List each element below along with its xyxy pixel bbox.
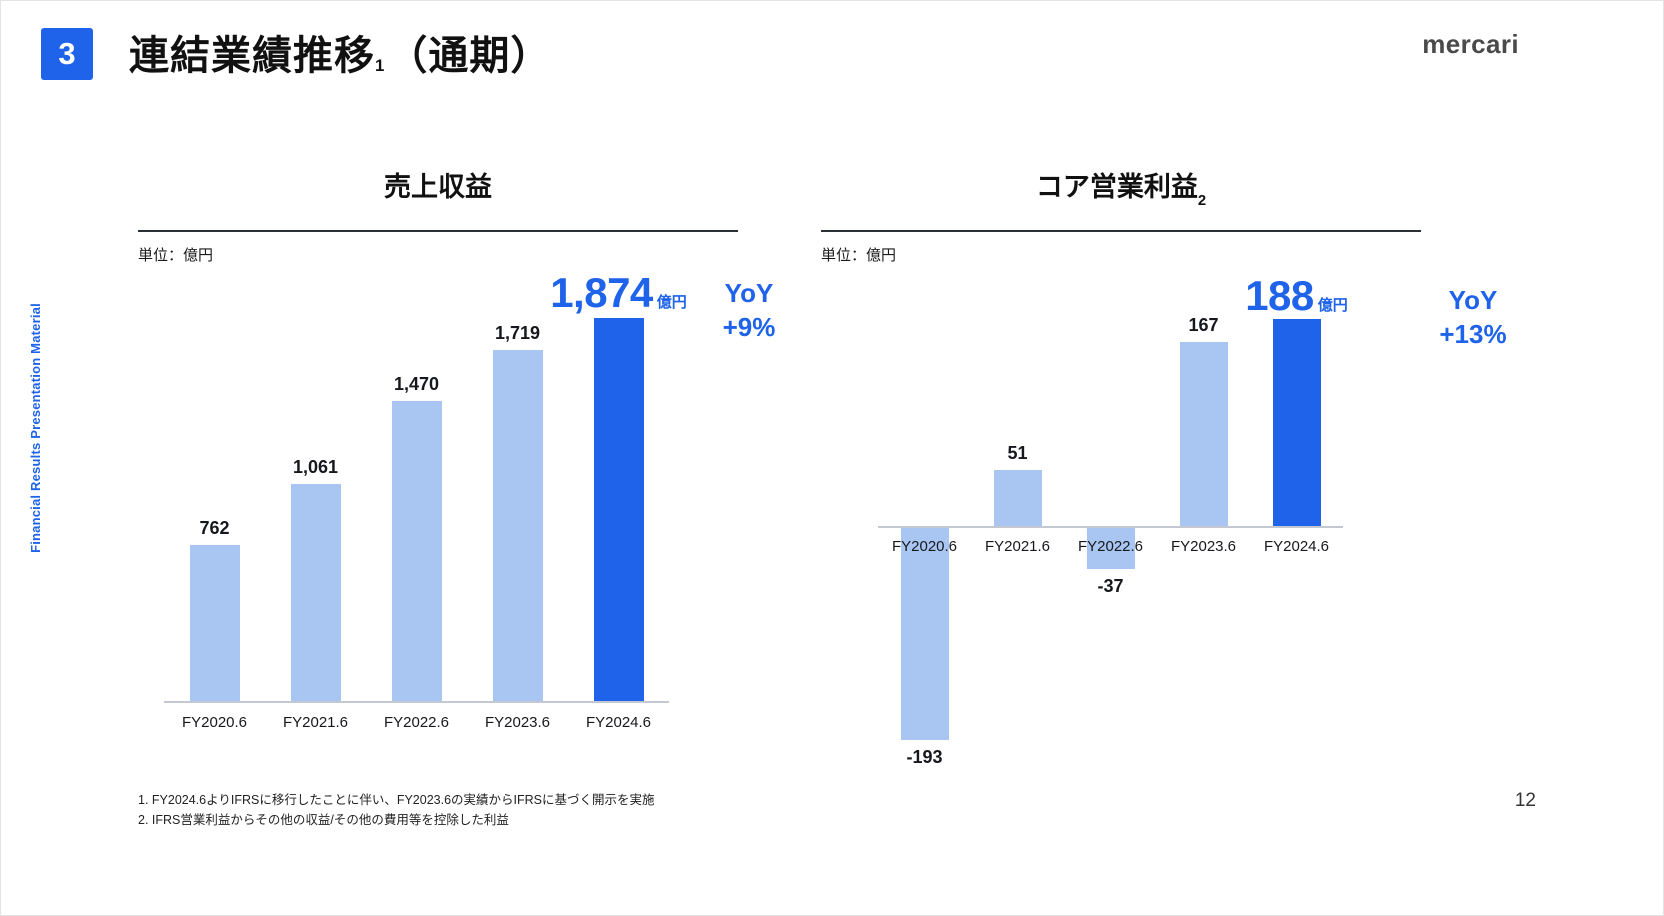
bar [900, 528, 949, 741]
revenue-yoy-label: YoY [724, 278, 774, 308]
core-profit-yoy-badge: YoY +13% [1413, 284, 1533, 352]
revenue-chart-title: 売上収益 [138, 171, 738, 208]
footnotes: 1. FY2024.6よりIFRSに移行したことに伴い、FY2023.6の実績か… [138, 790, 655, 830]
core-profit-chart-title: コア営業利益2 [821, 171, 1421, 210]
bar [1179, 342, 1228, 527]
x-axis-label: FY2022.6 [383, 714, 450, 732]
revenue-yoy-badge: YoY +9% [689, 277, 809, 345]
bar [1272, 319, 1321, 527]
bar [492, 350, 543, 702]
slide-title-footnote-ref: 1 [375, 56, 386, 75]
x-axis-label: FY2024.6 [585, 714, 652, 732]
bar [189, 545, 240, 702]
bar [391, 401, 442, 702]
unit-suffix: 億円 [1317, 297, 1348, 315]
side-vertical-label: Financial Results Presentation Material [28, 303, 43, 553]
bar [993, 470, 1042, 527]
unit-suffix: 億円 [656, 294, 687, 312]
x-axis-label: FY2022.6 [1077, 538, 1144, 556]
slide-title: 連結業績推移1（通期） [129, 23, 551, 81]
bar [1086, 528, 1135, 570]
slide-title-suffix: （通期） [387, 34, 552, 78]
bar-value-label: 1,470 [393, 374, 440, 395]
bar-value-label: 1,874 億円 [550, 269, 687, 317]
core-profit-chart-title-text: コア営業利益 [1035, 172, 1198, 202]
x-axis-label: FY2021.6 [282, 714, 349, 732]
core-profit-chart-title-sub: 2 [1197, 193, 1207, 210]
revenue-unit-label: 単位：億円 [138, 247, 214, 265]
bar [290, 484, 341, 702]
core-profit-bar-chart: -193 FY2020.6 51 FY2021.6 -37 FY2022.6 167 FY20… [821, 272, 1421, 773]
revenue-bar-chart: 762 FY2020.6 1,061 FY2021.6 1,470 FY2022.6 1,7… [138, 269, 738, 739]
bar [593, 318, 644, 702]
core-profit-chart-section: コア営業利益2 単位：億円 -193 FY2020.6 51 FY2021.6 -37 F… [821, 171, 1561, 773]
revenue-yoy-value: +9% [722, 311, 776, 342]
core-profit-yoy-label: YoY [1448, 285, 1498, 315]
x-axis-label: FY2023.6 [1170, 538, 1237, 556]
x-axis-label: FY2023.6 [484, 714, 551, 732]
x-axis-label: FY2020.6 [181, 714, 248, 732]
x-axis-label: FY2020.6 [891, 538, 958, 556]
core-profit-unit-label: 単位：億円 [821, 247, 897, 265]
revenue-chart-title-text: 売上収益 [384, 172, 492, 202]
x-axis-baseline [164, 701, 669, 704]
core-profit-chart-header: コア営業利益2 [821, 171, 1421, 233]
zero-line [878, 526, 1343, 529]
mercari-logo: mercari [1422, 29, 1519, 59]
bar-value-label: 188 億円 [1245, 272, 1348, 320]
revenue-chart-section: 売上収益 単位：億円 762 FY2020.6 1,061 FY2021.6 1,470… [138, 171, 878, 739]
slide-title-text: 連結業績推移 [129, 34, 375, 78]
bar-value-label: 167 [1188, 315, 1219, 336]
bar-value-label: -37 [1097, 576, 1124, 597]
x-axis-label: FY2021.6 [984, 538, 1051, 556]
page-number: 12 [1514, 790, 1536, 811]
bar-value-label: -193 [906, 747, 943, 768]
x-axis-label: FY2024.6 [1263, 538, 1330, 556]
bar-value-label: 51 [1007, 443, 1028, 464]
bar-value-label: 762 [199, 518, 230, 539]
revenue-chart-header: 売上収益 [138, 171, 738, 233]
core-profit-yoy-value: +13% [1439, 318, 1507, 349]
bar-value-label: 1,719 [494, 323, 541, 344]
slide-number-badge: 3 [41, 28, 93, 80]
footnote-2: 2. IFRS営業利益からその他の収益/その他の費用等を控除した利益 [138, 813, 509, 827]
bar-value-label: 1,061 [292, 457, 339, 478]
footnote-1: 1. FY2024.6よりIFRSに移行したことに伴い、FY2023.6の実績か… [138, 793, 655, 807]
